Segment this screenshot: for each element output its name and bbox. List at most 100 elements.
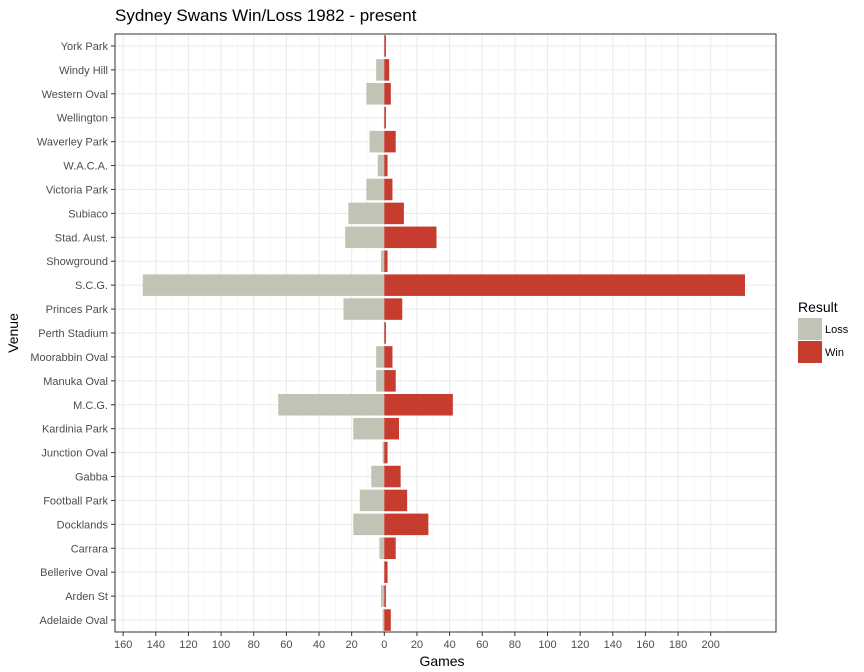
x-tick-label: 140 (147, 639, 165, 651)
bar-win-docklands (384, 513, 429, 536)
bar-loss-football-park (359, 489, 385, 512)
bar-win-york-park (384, 35, 386, 57)
bar-win-subiaco (384, 202, 404, 225)
bar-loss-waverley-park (369, 130, 385, 153)
y-tick-label: Victoria Park (46, 184, 109, 196)
legend-label-loss: Loss (825, 324, 849, 336)
y-tick-label: Manuka Oval (43, 376, 108, 388)
x-tick-label: 120 (179, 639, 197, 651)
bar-win-bellerive-oval (384, 561, 388, 583)
bar-win-manuka-oval (384, 370, 396, 392)
y-tick-label: Stad. Aust. (55, 232, 108, 244)
bar-win-arden-st (384, 585, 386, 607)
bar-loss-western-oval (366, 83, 385, 105)
bar-loss-junction-oval (382, 441, 385, 464)
legend-key-loss (798, 318, 822, 340)
y-tick-label: Waverley Park (37, 137, 109, 149)
y-tick-label: Gabba (75, 472, 109, 484)
x-tick-label: 200 (702, 639, 720, 651)
x-tick-labels: 160 140 120 100 80 60 40 20 0 20 40 60 80 100 120 140 16… (114, 632, 720, 651)
bar-win-adelaide-oval (384, 609, 391, 631)
x-tick-label: 40 (313, 639, 325, 651)
bar-win-victoria-park (384, 178, 393, 201)
y-tick-label: Windy Hill (59, 65, 108, 77)
x-tick-label: 140 (604, 639, 622, 651)
y-tick-label: W.A.C.A. (63, 161, 108, 173)
bar-loss-subiaco (348, 202, 385, 225)
bar-win-w-a-c-a (384, 154, 388, 177)
bar-win-waverley-park (384, 130, 396, 153)
y-tick-label: Bellerive Oval (40, 567, 108, 579)
legend: Result Loss Win (798, 299, 849, 363)
y-tick-label: Kardinia Park (42, 424, 109, 436)
bar-loss-gabba (371, 465, 385, 488)
x-tick-label: 180 (669, 639, 687, 651)
x-axis-title: Games (419, 653, 464, 669)
legend-title: Result (798, 299, 838, 315)
y-axis-title: Venue (5, 313, 21, 353)
bar-loss-showground (381, 250, 385, 273)
y-tick-label: Football Park (43, 495, 108, 507)
legend-label-win: Win (825, 347, 844, 359)
x-tick-label: 100 (538, 639, 556, 651)
y-tick-label: M.C.G. (73, 400, 108, 412)
bar-win-kardinia-park (384, 417, 399, 440)
bar-loss-stad-aust (345, 226, 385, 249)
panel-border (114, 33, 777, 633)
y-tick-label: Junction Oval (41, 448, 108, 460)
x-tick-label: 160 (636, 639, 654, 651)
y-tick-label: Western Oval (42, 89, 108, 101)
x-tick-label: 40 (443, 639, 455, 651)
bar-win-gabba (384, 465, 401, 488)
bar-win-s-c-g (384, 274, 745, 296)
y-tick-label: Docklands (57, 519, 109, 531)
bar-loss-moorabbin-oval (376, 346, 385, 368)
bar-win-perth-stadium (384, 322, 386, 344)
bar-win-carrara (384, 537, 396, 560)
chart-title: Sydney Swans Win/Loss 1982 - present (115, 6, 417, 25)
plot-panel (115, 34, 776, 632)
bar-loss-manuka-oval (376, 370, 385, 392)
x-tick-label: 80 (248, 639, 260, 651)
bar-loss-princes-park (343, 298, 385, 320)
bar-loss-w-a-c-a (377, 154, 385, 177)
x-tick-label: 120 (571, 639, 589, 651)
bar-loss-kardinia-park (353, 417, 385, 440)
bar-win-princes-park (384, 298, 403, 320)
x-tick-label: 0 (381, 639, 387, 651)
bar-win-showground (384, 250, 388, 273)
bar-loss-victoria-park (366, 178, 385, 201)
y-tick-label: Adelaide Oval (40, 615, 109, 627)
bar-loss-s-c-g (142, 274, 385, 296)
y-tick-label: Moorabbin Oval (30, 352, 108, 364)
x-tick-label: 60 (476, 639, 488, 651)
y-tick-label: York Park (61, 41, 109, 53)
y-tick-label: Perth Stadium (38, 328, 108, 340)
bar-win-wellington (384, 106, 386, 129)
y-tick-label: Subiaco (68, 208, 108, 220)
y-tick-label: Showground (46, 256, 108, 268)
legend-key-win (798, 341, 822, 363)
bar-win-western-oval (384, 83, 391, 105)
bar-win-windy-hill (384, 59, 390, 81)
bar-loss-carrara (379, 537, 385, 560)
bar-win-junction-oval (384, 441, 388, 464)
x-tick-label: 100 (212, 639, 230, 651)
x-tick-label: 80 (509, 639, 521, 651)
x-tick-label: 20 (411, 639, 423, 651)
x-tick-label: 60 (280, 639, 292, 651)
y-tick-label: Princes Park (46, 304, 109, 316)
bar-win-m-c-g (384, 393, 453, 416)
bar-loss-arden-st (381, 585, 385, 607)
bar-loss-docklands (353, 513, 385, 536)
y-tick-label: S.C.G. (75, 280, 108, 292)
bar-loss-adelaide-oval (382, 609, 385, 631)
bar-loss-windy-hill (376, 59, 385, 81)
bar-loss-m-c-g (278, 393, 385, 416)
y-tick-labels: York Park Windy Hill Western Oval Wellingto… (30, 41, 115, 627)
y-tick-label: Carrara (71, 543, 109, 555)
bar-win-football-park (384, 489, 408, 512)
bar-win-moorabbin-oval (384, 346, 393, 368)
x-tick-label: 160 (114, 639, 132, 651)
